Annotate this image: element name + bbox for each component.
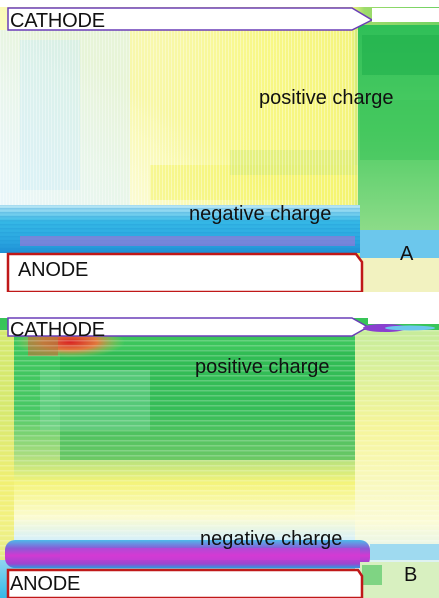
panel-letter: B (404, 564, 418, 586)
panel-b: CATHODE positive charge negative charge … (0, 310, 439, 598)
positive-charge-label: positive charge (259, 87, 394, 109)
panel-b-heatmap (0, 310, 439, 598)
cathode-label: CATHODE (10, 10, 105, 32)
negative-charge-label: negative charge (189, 203, 332, 225)
anode-label: ANODE (10, 573, 81, 595)
anode-label: ANODE (18, 259, 89, 281)
panel-letter: A (400, 243, 414, 265)
panel-a-heatmap (0, 0, 439, 292)
cathode-label: CATHODE (10, 319, 105, 341)
positive-charge-label: positive charge (195, 356, 330, 378)
panel-a: CATHODE positive charge negative charge … (0, 0, 439, 292)
negative-charge-label: negative charge (200, 528, 343, 550)
